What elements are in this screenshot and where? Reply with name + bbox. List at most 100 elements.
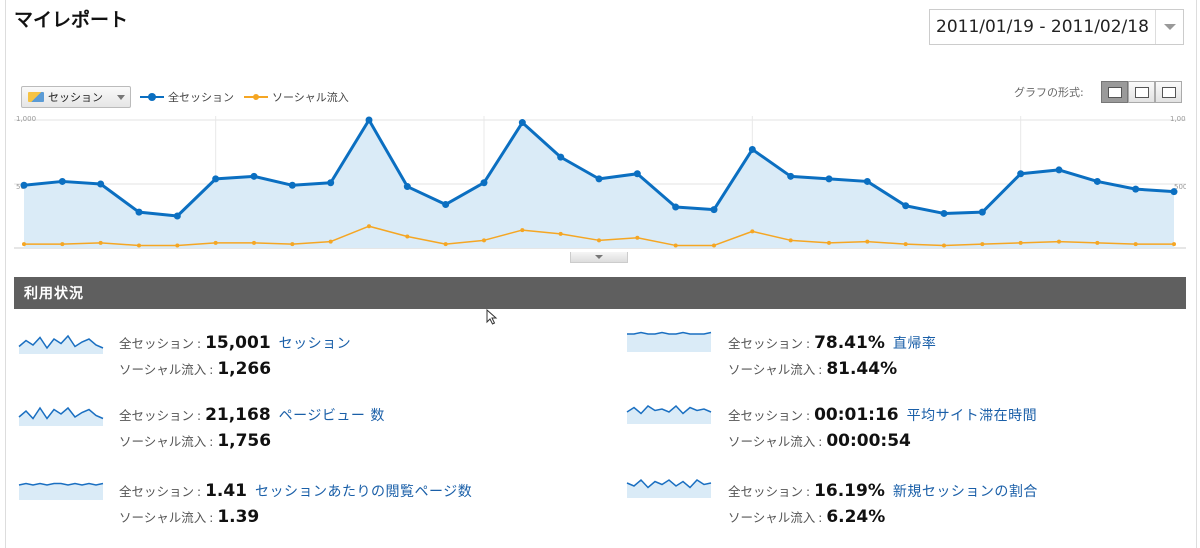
section-header: 利用状況	[14, 277, 1186, 309]
graph-type-line-button[interactable]	[1101, 81, 1128, 103]
stat-metric-link[interactable]: セッションあたりの閲覧ページ数	[255, 484, 473, 500]
metric-selector-label: セッション	[48, 91, 103, 104]
stat-label: ソーシャル流入	[119, 510, 207, 525]
series-area-all-sessions	[24, 120, 1174, 248]
data-point-all-sessions	[403, 183, 411, 191]
metric-icon	[28, 92, 44, 102]
data-point-social	[827, 240, 831, 245]
stat-value: 6.24%	[826, 507, 886, 527]
data-point-all-sessions	[135, 208, 143, 216]
data-point-all-sessions	[1055, 166, 1063, 174]
date-range-picker[interactable]: 2011/01/19 - 2011/02/18	[929, 9, 1184, 45]
stat-metric-link[interactable]: 平均サイト滞在時間	[906, 408, 1038, 424]
section-title: 利用状況	[24, 286, 84, 302]
stat-social-row: ソーシャル流入: 1,756	[119, 431, 272, 451]
data-point-all-sessions	[557, 153, 565, 161]
sparkline-area	[19, 483, 103, 500]
chart-collapse-toggle[interactable]	[570, 252, 628, 263]
data-point-social	[788, 238, 793, 243]
graph-type-label: グラフの形式:	[1014, 86, 1084, 99]
data-point-all-sessions	[1132, 185, 1140, 193]
data-point-social	[60, 242, 65, 247]
data-point-social	[405, 234, 410, 239]
data-point-social	[137, 243, 141, 248]
data-point-all-sessions	[633, 170, 641, 178]
stat-metric-link[interactable]: 直帰率	[892, 336, 937, 352]
graph-type-buttons	[1101, 81, 1182, 103]
sparkline-pages-per-session	[18, 482, 104, 500]
y-tick-mid-right: 500	[1174, 183, 1186, 191]
metric-selector[interactable]: セッション	[21, 86, 131, 108]
chevron-down-icon[interactable]	[1155, 10, 1183, 44]
graph-type-motion-button[interactable]	[1128, 81, 1155, 103]
sparkline-line	[18, 482, 104, 486]
stat-all-row: 全セッション: 15,001 セッション	[119, 333, 352, 353]
stat-label: ソーシャル流入	[119, 362, 207, 377]
sparkline-line	[18, 406, 104, 420]
stat-label: 全セッション	[728, 484, 804, 499]
stat-label: ソーシャル流入	[728, 510, 816, 525]
stat-label: ソーシャル流入	[728, 362, 816, 377]
legend-item-all-sessions: 全セッション	[140, 89, 234, 105]
sparkline-new-sessions	[626, 478, 712, 498]
data-point-all-sessions	[787, 172, 795, 180]
report-frame	[5, 0, 1197, 548]
stat-value: 16.19%	[814, 481, 885, 501]
data-point-social	[482, 238, 486, 243]
sessions-line-chart: 1,000 1,000 500 500 1月24日1月31日2月7日2月14日	[14, 115, 1186, 249]
mouse-cursor-icon	[486, 309, 498, 325]
data-point-all-sessions	[825, 175, 833, 183]
data-point-social	[22, 242, 26, 247]
data-point-social	[443, 242, 448, 247]
stat-social-row: ソーシャル流入: 81.44%	[728, 359, 898, 379]
data-point-all-sessions	[1017, 170, 1025, 178]
data-point-all-sessions	[672, 203, 680, 211]
stat-label: 全セッション	[119, 484, 195, 499]
line-graph-icon	[1107, 86, 1122, 98]
sparkline-area	[19, 336, 103, 354]
y-tick-top-right: 1,000	[1170, 115, 1186, 123]
data-point-social	[290, 242, 295, 247]
data-point-all-sessions	[442, 200, 450, 208]
sparkline-line	[627, 331, 712, 335]
data-point-all-sessions	[710, 206, 718, 214]
data-point-all-sessions	[863, 177, 871, 185]
stat-label: 全セッション	[119, 408, 195, 423]
data-point-social	[213, 240, 218, 245]
data-point-social	[750, 229, 755, 234]
page-title: マイレポート	[14, 9, 129, 31]
data-point-all-sessions	[480, 179, 488, 187]
data-point-social	[328, 239, 333, 244]
stat-label: 全セッション	[728, 408, 804, 423]
data-point-all-sessions	[940, 209, 948, 217]
data-point-social	[367, 224, 371, 229]
data-point-social	[520, 228, 525, 233]
data-point-all-sessions	[748, 145, 756, 153]
stat-metric-link[interactable]: ページビュー 数	[278, 408, 385, 424]
legend-label: ソーシャル流入	[272, 91, 349, 104]
data-point-all-sessions	[1093, 177, 1101, 185]
y-tick-top-left: 1,000	[16, 115, 36, 123]
data-point-all-sessions	[97, 180, 105, 188]
sparkline-pageviews	[18, 406, 104, 426]
stat-social-row: ソーシャル流入: 1.39	[119, 507, 260, 527]
stat-all-row: 全セッション: 21,168 ページビュー 数	[119, 405, 385, 425]
stat-metric-link[interactable]: セッション	[278, 336, 352, 352]
data-point-social	[942, 243, 946, 248]
data-point-social	[865, 239, 870, 244]
stat-all-row: 全セッション: 78.41% 直帰率	[728, 333, 937, 353]
stat-all-row: 全セッション: 00:01:16 平均サイト滞在時間	[728, 405, 1038, 425]
data-point-all-sessions	[978, 208, 986, 216]
stat-label: ソーシャル流入	[728, 434, 816, 449]
data-point-social	[980, 242, 985, 247]
stat-label: 全セッション	[119, 336, 195, 351]
stat-value: 1,756	[217, 431, 272, 451]
data-point-social	[903, 242, 908, 247]
stat-value: 00:01:16	[814, 405, 899, 425]
stat-metric-link[interactable]: 新規セッションの割合	[892, 484, 1038, 500]
data-point-social	[1172, 242, 1176, 247]
sparkline-bounce-rate	[627, 331, 712, 352]
data-point-all-sessions	[1170, 188, 1178, 196]
stat-social-row: ソーシャル流入: 00:00:54	[728, 431, 911, 451]
graph-type-table-button[interactable]	[1155, 81, 1182, 103]
